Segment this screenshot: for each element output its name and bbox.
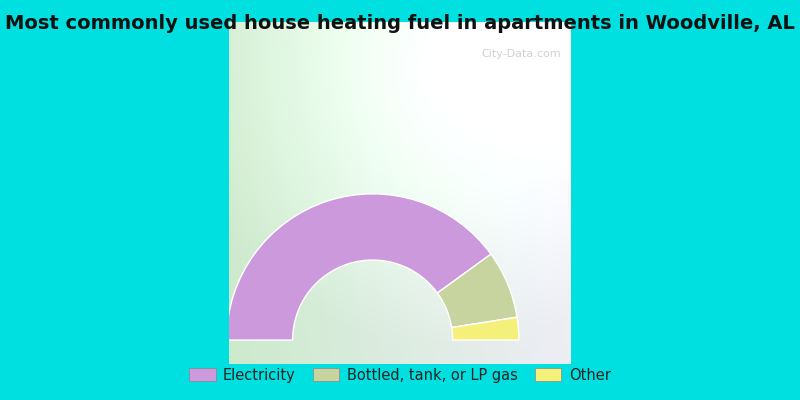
Wedge shape	[452, 317, 519, 340]
Text: City-Data.com: City-Data.com	[481, 49, 561, 59]
Text: Most commonly used house heating fuel in apartments in Woodville, AL: Most commonly used house heating fuel in…	[5, 14, 795, 33]
Wedge shape	[438, 254, 517, 328]
Legend: Electricity, Bottled, tank, or LP gas, Other: Electricity, Bottled, tank, or LP gas, O…	[184, 362, 616, 389]
Wedge shape	[226, 194, 491, 340]
